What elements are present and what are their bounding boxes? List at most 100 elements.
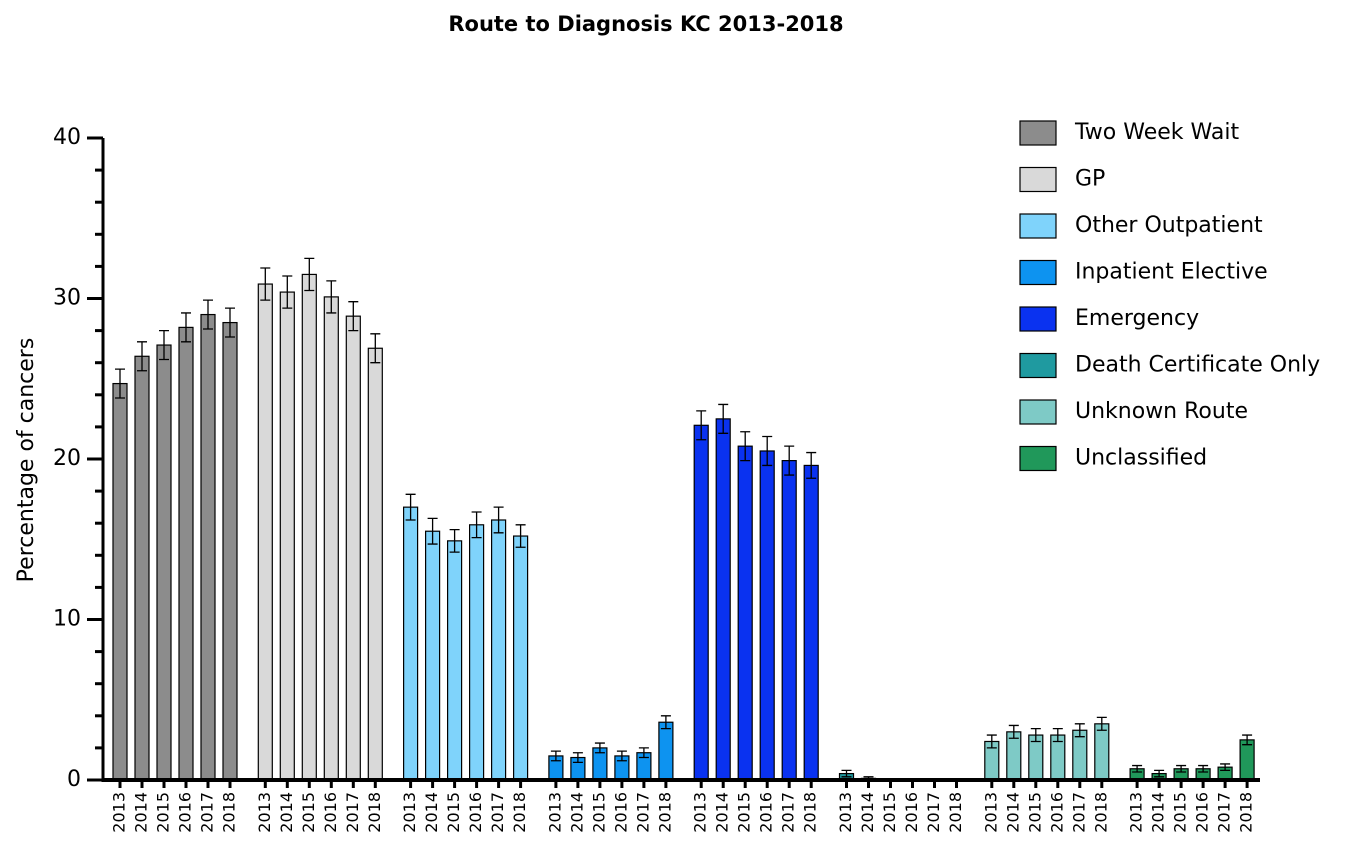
x-tick-label: 2015 bbox=[735, 792, 754, 833]
error-bar bbox=[304, 257, 315, 292]
legend-label: Death Certificate Only bbox=[1075, 353, 1320, 378]
legend-swatch bbox=[1019, 213, 1057, 239]
legend-label: Other Outpatient bbox=[1075, 213, 1263, 238]
error-bar bbox=[638, 747, 649, 759]
x-tick-label: 2017 bbox=[633, 792, 652, 833]
error-bar bbox=[203, 299, 213, 330]
y-tick-label: 0 bbox=[67, 767, 81, 792]
x-tick-label: 2018 bbox=[1091, 792, 1110, 833]
bar bbox=[367, 347, 383, 781]
error-bar bbox=[449, 528, 460, 553]
error-bar bbox=[1176, 764, 1187, 773]
x-tick-label: 2018 bbox=[220, 792, 239, 833]
x-tick-label: 2016 bbox=[1047, 792, 1066, 833]
x-tick-label: 2017 bbox=[343, 792, 362, 833]
bar bbox=[1006, 731, 1022, 781]
x-tick-label: 2015 bbox=[154, 792, 173, 833]
x-tick-label: 2017 bbox=[1069, 792, 1088, 833]
x-tick-label: 2015 bbox=[1171, 792, 1190, 833]
legend-label: Unknown Route bbox=[1075, 399, 1248, 424]
error-bar bbox=[1198, 764, 1209, 773]
bar bbox=[279, 291, 295, 781]
x-tick-label: 2018 bbox=[946, 792, 965, 833]
y-axis-label: Percentage of cancers bbox=[14, 338, 39, 583]
error-bar bbox=[718, 403, 729, 434]
x-tick-label: 2015 bbox=[1025, 792, 1044, 833]
legend-swatch bbox=[1019, 259, 1057, 286]
bar bbox=[693, 424, 709, 781]
error-bar bbox=[1052, 727, 1063, 743]
x-tick-label: 2017 bbox=[779, 792, 798, 833]
error-bar bbox=[1242, 734, 1253, 746]
bar bbox=[345, 315, 361, 781]
x-tick-label: 2015 bbox=[589, 792, 608, 833]
x-tick-label: 2016 bbox=[466, 792, 485, 833]
bar bbox=[715, 418, 731, 781]
bar bbox=[1239, 739, 1255, 781]
x-tick-label: 2013 bbox=[400, 792, 419, 833]
legend-label: Unclassified bbox=[1075, 446, 1207, 471]
y-tick-label: 20 bbox=[53, 446, 81, 471]
error-bar bbox=[159, 329, 169, 361]
error-bar bbox=[1154, 769, 1165, 778]
x-tick-label: 2018 bbox=[1237, 792, 1256, 833]
bar bbox=[512, 535, 529, 781]
error-bar bbox=[348, 301, 359, 332]
error-bar bbox=[660, 715, 671, 730]
legend-swatch bbox=[1019, 306, 1057, 332]
x-tick-label: 2015 bbox=[880, 792, 899, 833]
error-bar bbox=[550, 750, 561, 762]
x-tick-label: 2014 bbox=[1149, 792, 1168, 833]
legend-label: Inpatient Elective bbox=[1075, 260, 1268, 285]
error-bar bbox=[515, 524, 526, 548]
error-bar bbox=[1132, 764, 1143, 773]
x-tick-label: 2017 bbox=[488, 792, 507, 833]
error-bar bbox=[1074, 723, 1085, 738]
x-tick-label: 2013 bbox=[110, 792, 129, 833]
error-bar bbox=[225, 307, 235, 338]
error-bar bbox=[427, 517, 438, 545]
bar bbox=[737, 445, 753, 781]
bar bbox=[803, 464, 819, 781]
legend-label: Two Week Wait bbox=[1074, 120, 1239, 145]
error-bar bbox=[1008, 724, 1019, 739]
bar bbox=[1072, 729, 1088, 781]
error-bar bbox=[137, 341, 147, 372]
x-tick-label: 2013 bbox=[691, 792, 710, 833]
error-bar bbox=[260, 267, 271, 301]
bar bbox=[469, 524, 485, 781]
y-tick-label: 40 bbox=[53, 125, 81, 150]
bar bbox=[134, 355, 150, 781]
x-tick-label: 2014 bbox=[567, 792, 586, 833]
error-bar bbox=[370, 333, 381, 364]
bar bbox=[301, 273, 317, 781]
bar bbox=[222, 321, 238, 781]
legend-swatch bbox=[1019, 399, 1057, 425]
x-tick-label: 2018 bbox=[801, 792, 820, 833]
error-bar bbox=[740, 431, 751, 462]
y-tick-label: 30 bbox=[53, 286, 81, 311]
x-tick-label: 2015 bbox=[444, 792, 463, 833]
error-bar bbox=[616, 750, 627, 762]
x-tick-label: 2018 bbox=[655, 792, 674, 833]
bar bbox=[403, 506, 419, 781]
bar bbox=[178, 326, 194, 781]
x-tick-label: 2014 bbox=[132, 792, 151, 833]
bar bbox=[781, 460, 797, 781]
error-bar bbox=[696, 410, 707, 441]
x-tick-label: 2013 bbox=[836, 792, 855, 833]
bar bbox=[257, 283, 273, 781]
x-tick-label: 2018 bbox=[365, 792, 384, 833]
x-tick-label: 2016 bbox=[757, 792, 776, 833]
x-tick-label: 2013 bbox=[255, 792, 274, 833]
bar bbox=[658, 721, 674, 781]
legend-label: Emergency bbox=[1075, 306, 1199, 331]
error-bar bbox=[282, 275, 293, 309]
error-bar bbox=[1030, 727, 1041, 743]
error-bar bbox=[405, 493, 416, 521]
x-tick-label: 2016 bbox=[611, 792, 630, 833]
x-tick-label: 2014 bbox=[858, 792, 877, 833]
x-tick-label: 2017 bbox=[924, 792, 943, 833]
bar bbox=[1094, 723, 1110, 781]
